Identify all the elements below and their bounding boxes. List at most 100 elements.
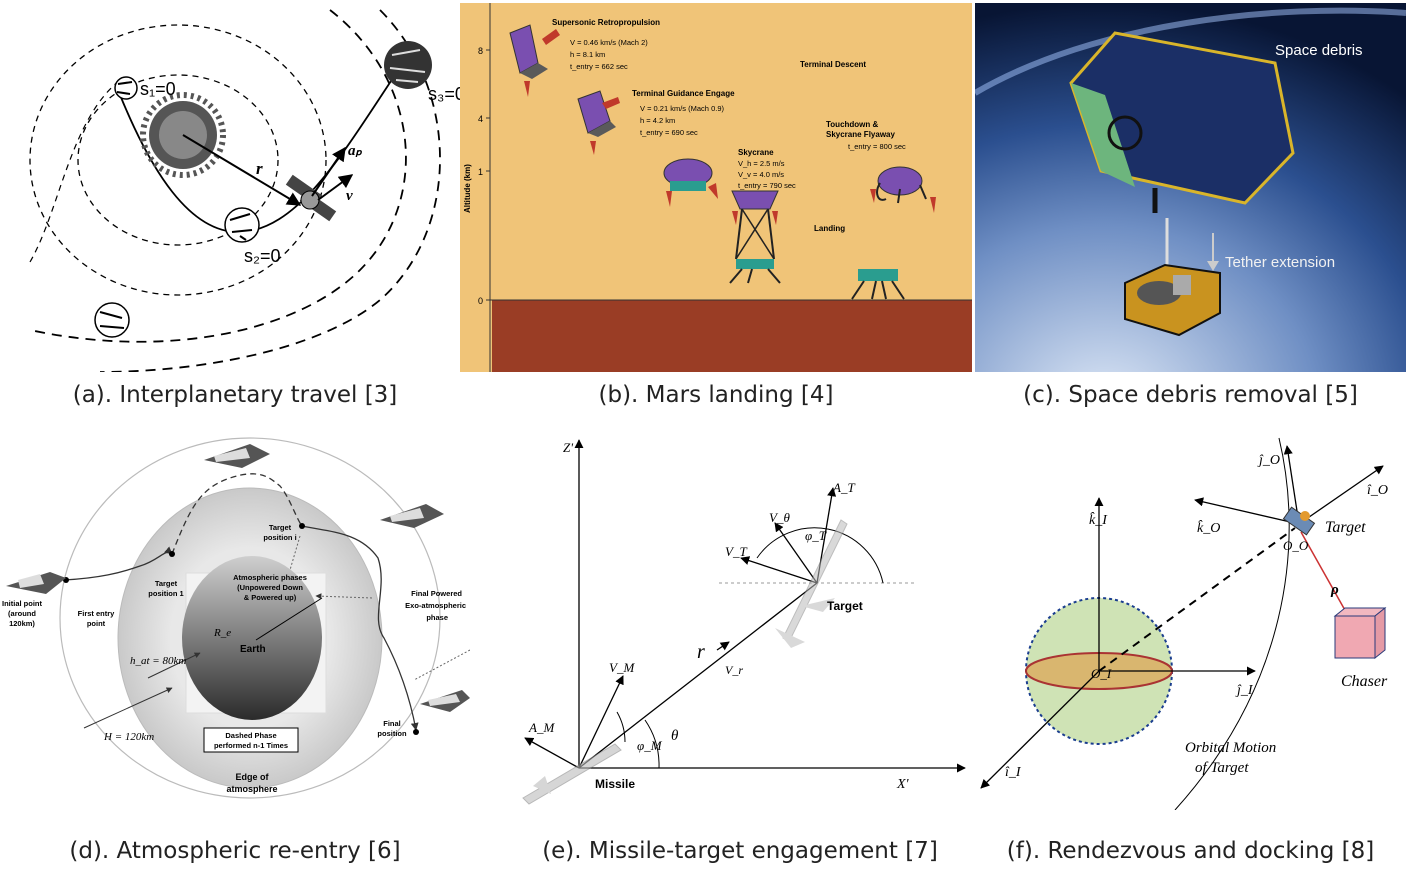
panel-atmospheric-reentry: Initial point (around 120km) First entry…	[0, 428, 470, 810]
panel-interplanetary-travel: s₁=0 s₂=0 s₃=0 r aₚ v	[0, 0, 470, 372]
planet-3-icon	[384, 41, 432, 89]
atm-phases-line1: Atmospheric phases	[233, 573, 307, 582]
orbit-middle	[29, 24, 327, 296]
mars-ground	[492, 300, 972, 372]
line-of-sight	[578, 582, 818, 769]
ki-label: k̂_I	[1089, 511, 1108, 528]
skycrane-flyaway-icon	[870, 166, 936, 213]
caption-a: (a). Interplanetary travel [3]	[72, 382, 398, 408]
skycrane-title: Skycrane	[738, 148, 774, 157]
r-label: r	[697, 641, 705, 663]
ko-label: k̂_O	[1197, 519, 1220, 536]
debris-satellite-icon	[1069, 31, 1295, 213]
rho-label: ρ	[1330, 582, 1339, 598]
atm-phases-line2: (Unpowered Down	[237, 583, 303, 592]
orbital-motion-line2: of Target	[1195, 760, 1249, 776]
touchdown-title-2: Skycrane Flyaway	[826, 130, 895, 139]
earth-label: Earth	[240, 644, 266, 655]
altitude-axis-label: Altitude (km)	[463, 164, 472, 213]
panel-missile-target: Z' X' A_T V_θ φ_T V_T Target r V_r V_M A…	[505, 428, 975, 810]
first-entry-line2: point	[87, 619, 106, 628]
planet-1-icon	[114, 76, 138, 100]
phim-label: φ_M	[637, 738, 663, 753]
edge-atmosphere-line2: atmosphere	[226, 784, 277, 794]
vtheta-label: V_θ	[769, 510, 790, 525]
caption-c: (c). Space debris removal [5]	[1023, 382, 1358, 408]
s3-label: s₃=0	[428, 84, 465, 104]
missile-icon	[522, 743, 622, 805]
stage1-line3: t_entry = 662 sec	[570, 62, 628, 71]
vt-label: V_T	[725, 544, 747, 559]
final-position-line1: Final	[383, 719, 401, 728]
caption-b: (b). Mars landing [4]	[598, 382, 834, 408]
am-label: A_M	[528, 720, 555, 735]
panel-mars-landing: 8 4 1 0 Altitude (km)	[460, 3, 972, 372]
jo-label: ĵ_O	[1257, 453, 1280, 468]
final-position-line2: position	[377, 729, 407, 738]
target-label: Target	[1325, 519, 1366, 536]
x-axis-label: X'	[896, 777, 910, 792]
target-position-1-line2: position 1	[148, 589, 183, 598]
tick-0: 0	[478, 296, 483, 306]
target-label: Target	[827, 599, 863, 613]
stage2-title: Terminal Guidance Engage	[632, 89, 735, 98]
stage2-line2: h = 4.2 km	[640, 116, 675, 125]
shuttle-final-icon	[420, 690, 470, 712]
target-position-1-line1: Target	[155, 579, 178, 588]
capsule-skycrane-deploy-icon	[663, 158, 718, 207]
panel-space-debris: Space debris Tether extension	[975, 3, 1406, 372]
panel-rendezvous-docking: ĵ_O î_O k̂_I k̂_O O_O Target ρ Chaser O_…	[975, 428, 1406, 810]
planet-2-icon	[224, 207, 260, 243]
caption-f: (f). Rendezvous and docking [8]	[1006, 838, 1375, 864]
stage2-line3: t_entry = 690 sec	[640, 128, 698, 137]
ap-label: aₚ	[348, 143, 363, 159]
caption-d: (d). Atmospheric re-entry [6]	[69, 838, 401, 864]
chaser-label: Chaser	[1341, 673, 1388, 690]
position-vector	[182, 134, 302, 206]
terminal-descent-label: Terminal Descent	[800, 60, 866, 69]
phit-label: φ_T	[805, 528, 827, 543]
planet-4-icon	[94, 302, 130, 338]
v-label: v	[346, 188, 353, 204]
touchdown-line1: t_entry = 800 sec	[848, 142, 906, 151]
earth-radius-label: R_e	[213, 627, 231, 639]
chaser-cube-icon	[1333, 606, 1387, 660]
vm-label: V_M	[609, 660, 635, 675]
orbit-outer	[29, 9, 407, 343]
atmosphere-height-label: h_at = 80km	[130, 655, 186, 667]
initial-point-line3: 120km)	[9, 619, 35, 628]
landed-rover-icon	[851, 269, 905, 300]
final-powered-line3: phase	[426, 613, 448, 622]
space-debris-label: Space debris	[1275, 42, 1363, 59]
stage1-line2: h = 8.1 km	[570, 50, 605, 59]
missile-label: Missile	[595, 777, 635, 791]
capsule-guidance-icon	[577, 90, 620, 155]
tick-8: 8	[478, 46, 483, 56]
dashed-phase-line2: performed n-1 Times	[214, 741, 288, 750]
skycrane-line3: t_entry = 790 sec	[738, 181, 796, 190]
orbital-motion-line1: Orbital Motion	[1185, 740, 1276, 756]
oo-label: O_O	[1283, 538, 1309, 553]
target-aircraft-icon	[775, 519, 848, 648]
target-position-i-line1: Target	[269, 523, 292, 532]
tick-4: 4	[478, 114, 483, 124]
ji-label: ĵ_I	[1235, 683, 1254, 698]
ii-label: î_I	[1005, 765, 1022, 780]
r-label: r	[256, 159, 263, 178]
target-satellite-icon	[1282, 506, 1316, 536]
atm-phases-line3: & Powered up)	[244, 593, 297, 602]
oi-label: O_I	[1091, 666, 1112, 681]
capsule-retropropulsion-icon	[509, 24, 560, 97]
total-height-label: H = 120km	[103, 731, 154, 743]
initial-point-line2: (around	[8, 609, 36, 618]
landing-label: Landing	[814, 224, 845, 233]
orbit-inner	[77, 74, 279, 246]
s1-label: s₁=0	[140, 79, 176, 99]
dashed-phase-box	[203, 727, 299, 753]
shuttle-right-icon	[380, 504, 444, 528]
final-powered-line2: Exo-atmospheric	[405, 601, 466, 610]
z-axis-label: Z'	[563, 440, 573, 455]
stage1-title: Supersonic Retropropulsion	[552, 18, 660, 27]
target-position-i-line2: position i	[263, 533, 296, 542]
skycrane-icon	[729, 190, 781, 284]
